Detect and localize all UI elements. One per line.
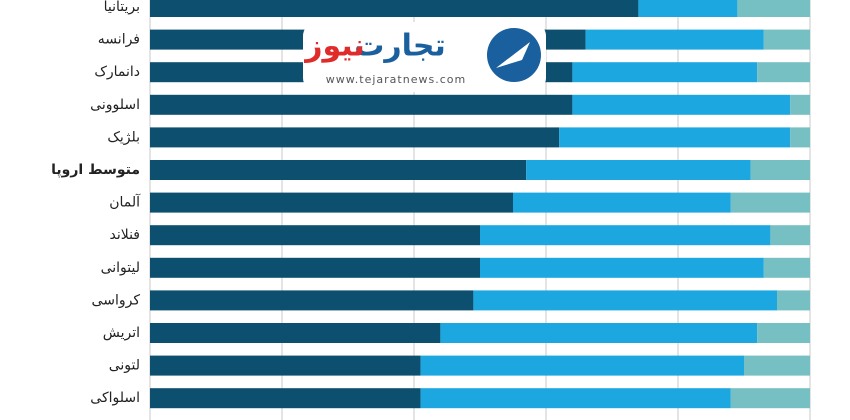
bar-segment [150, 225, 480, 246]
bar-segment [757, 323, 810, 343]
bar-segment [150, 0, 639, 17]
bar-segment [150, 192, 513, 213]
bar-segment [777, 290, 810, 311]
bar-segment [150, 127, 560, 148]
bar-segment [150, 388, 421, 409]
watermark-url: www.tejaratnews.com [326, 73, 466, 86]
bar-segment [150, 323, 441, 343]
bar-segment [770, 225, 810, 246]
y-tick-label: فرانسه [98, 32, 140, 48]
bar-segment [790, 94, 810, 115]
bar-segment [150, 290, 474, 311]
bar-segment [150, 355, 421, 376]
bar-segment [638, 0, 738, 17]
y-tick-label: فنلاند [109, 227, 140, 243]
bar-segment [480, 225, 771, 246]
bar-segment [572, 62, 758, 83]
watermark-brand: تجارت [354, 29, 446, 64]
y-tick-label: بریتانیا [104, 0, 140, 15]
bar-segment [730, 388, 810, 409]
y-tick-label: متوسط اروپا [51, 162, 140, 178]
y-tick-label: اتریش [103, 325, 140, 341]
bar-segment [420, 355, 744, 376]
bar-segment [750, 160, 810, 180]
bar-segment [730, 192, 810, 213]
bar-segment [526, 160, 751, 180]
bar-segment [757, 62, 810, 83]
bar-segment [559, 127, 791, 148]
y-tick-label: اسلواکی [90, 390, 140, 406]
bar-segment [150, 160, 527, 180]
y-tick-label: آلمان [109, 194, 141, 211]
watermark-box [303, 22, 546, 92]
y-tick-label: لیتوانی [101, 260, 140, 276]
bar-segment [737, 0, 810, 17]
bar-segment [763, 29, 810, 50]
bar-segment [440, 323, 758, 343]
watermark-brand-red: نیوز [303, 29, 365, 64]
bar-segment [150, 257, 480, 278]
bar-segment [420, 388, 731, 409]
bar-segment [473, 290, 777, 311]
bar-segment [513, 192, 731, 213]
y-tick-label: لتونی [109, 358, 140, 374]
y-tick-label: کرواسی [92, 292, 141, 308]
bar-segment [790, 127, 810, 148]
bar-segment [480, 257, 764, 278]
y-tick-label: دانمارک [94, 64, 140, 80]
bar-segment [744, 355, 810, 376]
bar-segment [150, 94, 573, 115]
bar-segment [585, 29, 764, 50]
watermark: تجارت نیوز www.tejaratnews.com [303, 22, 546, 92]
watermark-logo-arrow [496, 42, 530, 68]
bar-segment [763, 257, 810, 278]
y-tick-label: بلژیک [107, 129, 140, 145]
y-tick-label: اسلوونی [90, 97, 140, 113]
bar-segment [572, 94, 791, 115]
